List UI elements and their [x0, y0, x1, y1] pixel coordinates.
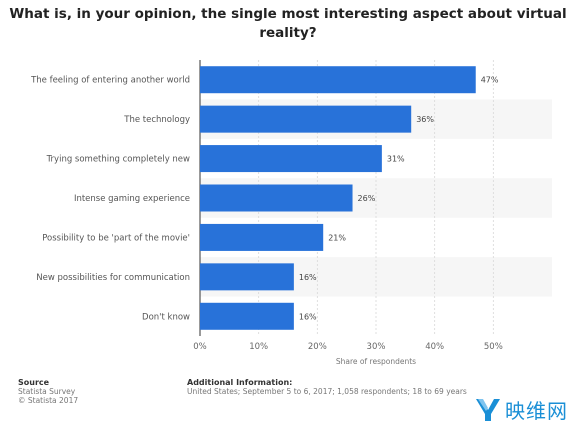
bar	[200, 302, 294, 330]
chart-title: What is, in your opinion, the single mos…	[9, 6, 567, 41]
bar	[200, 145, 382, 173]
data-label: 16%	[299, 273, 317, 282]
brand-watermark: 映维网	[474, 395, 568, 424]
x-tick-label: 30%	[367, 342, 386, 352]
bar	[200, 105, 412, 133]
brand-logo-icon	[476, 398, 500, 421]
data-label: 26%	[358, 194, 376, 203]
data-label: 36%	[416, 115, 434, 124]
category-label: Trying something completely new	[46, 155, 190, 165]
data-label: 21%	[328, 233, 346, 242]
category-label: Possibility to be 'part of the movie'	[42, 233, 190, 243]
bar	[200, 66, 476, 94]
brand-name: 映维网	[505, 399, 568, 423]
bar-chart: The feeling of entering another world 47%…	[30, 60, 503, 366]
source-name: Statista Survey	[18, 387, 76, 396]
x-tick-label: 40%	[425, 342, 444, 352]
x-axis-title: Share of respondents	[336, 357, 416, 366]
category-label: The feeling of entering another world	[30, 76, 190, 86]
x-tick-label: 50%	[484, 342, 503, 352]
additional-info-block: Additional Information: United States; S…	[187, 378, 467, 396]
bar	[200, 184, 353, 212]
copyright: © Statista 2017	[18, 396, 79, 405]
category-label: Don't know	[142, 312, 190, 322]
data-label: 31%	[387, 155, 405, 164]
category-label: New possibilities for communication	[36, 273, 190, 283]
category-label: Intense gaming experience	[74, 194, 190, 204]
x-tick-label: 20%	[308, 342, 327, 352]
data-label: 16%	[299, 312, 317, 321]
additional-info-text: United States; September 5 to 6, 2017; 1…	[187, 387, 467, 396]
data-label: 47%	[481, 76, 499, 85]
category-label: The technology	[123, 115, 190, 125]
bar	[200, 223, 324, 251]
additional-info-heading: Additional Information:	[187, 378, 293, 387]
source-heading: Source	[18, 378, 50, 387]
x-tick-label: 0%	[193, 342, 207, 352]
source-block: Source Statista Survey © Statista 2017	[18, 378, 78, 405]
x-tick-label: 10%	[249, 342, 268, 352]
bar	[200, 263, 294, 291]
